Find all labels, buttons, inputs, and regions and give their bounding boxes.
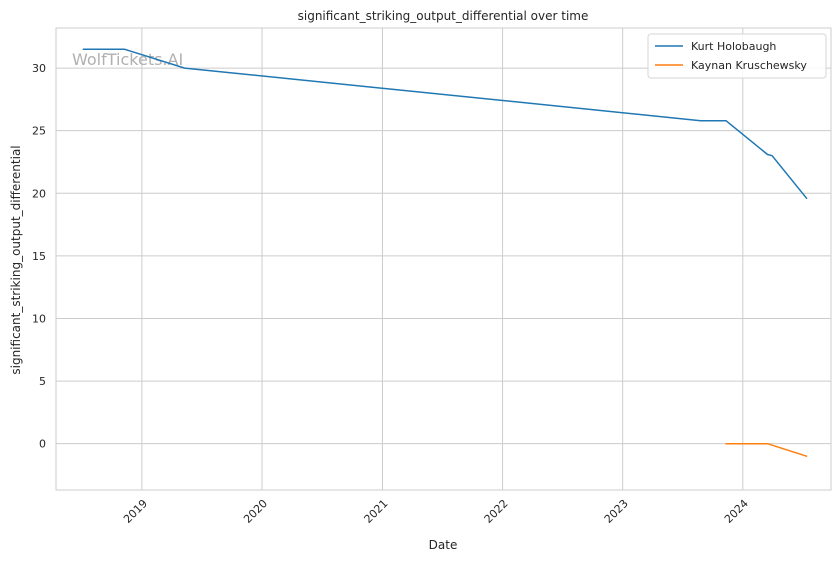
y-tick-label: 20 (32, 187, 46, 200)
y-axis-title: significant_striking_output_differential (9, 145, 23, 374)
legend: Kurt Holobaugh Kaynan Kruschewsky (647, 33, 827, 79)
x-tick-label: 2019 (121, 497, 150, 526)
legend-box (647, 33, 827, 79)
y-tick-label: 5 (39, 375, 46, 388)
y-tick-label: 10 (32, 312, 46, 325)
legend-label-2: Kaynan Kruschewsky (691, 59, 807, 72)
series-line-2 (725, 442, 808, 457)
x-tick-label: 2021 (362, 497, 391, 526)
y-tick-label: 15 (32, 250, 46, 263)
plot-frame (55, 27, 832, 491)
grid-lines (56, 28, 831, 490)
legend-label-1: Kurt Holobaugh (691, 40, 776, 53)
chart-title: significant_striking_output_differential… (298, 9, 589, 23)
x-tick-label: 2023 (602, 497, 631, 526)
x-tick-label: 2020 (241, 497, 270, 526)
y-tick-label: 25 (32, 125, 46, 138)
series-lines (82, 48, 808, 457)
y-tick-label: 0 (39, 438, 46, 451)
x-tick-labels: 2019 2020 2021 2022 2023 2024 (121, 497, 751, 526)
x-axis-title: Date (429, 538, 458, 552)
series-line-1 (82, 48, 808, 200)
y-tick-labels: 0 5 10 15 20 25 30 (32, 62, 46, 451)
y-tick-label: 30 (32, 62, 46, 75)
x-tick-label: 2022 (482, 497, 511, 526)
watermark: WolfTickets.AI (72, 50, 183, 69)
x-tick-label: 2024 (722, 497, 751, 526)
